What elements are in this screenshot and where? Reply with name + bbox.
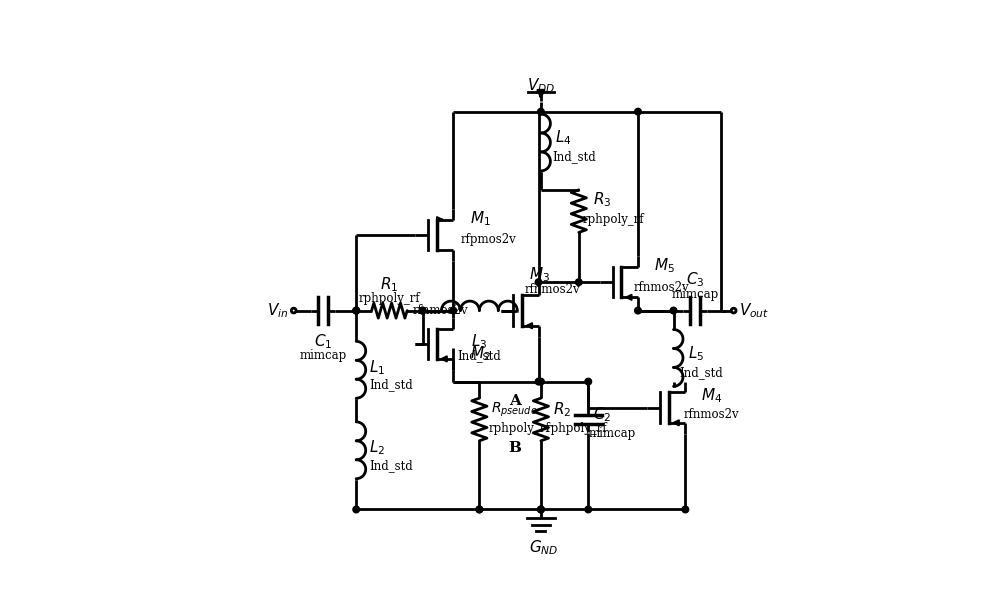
Text: $L_5$: $L_5$ — [688, 344, 704, 363]
Circle shape — [450, 308, 457, 314]
Text: rfnmos2v: rfnmos2v — [633, 281, 689, 295]
Text: mimcap: mimcap — [671, 287, 718, 301]
Text: rphpoly_rf: rphpoly_rf — [583, 213, 644, 226]
Text: $M_3$: $M_3$ — [529, 266, 550, 284]
Circle shape — [535, 378, 542, 385]
Circle shape — [670, 308, 677, 314]
Text: $R_{pseudo}$: $R_{pseudo}$ — [491, 401, 538, 419]
Circle shape — [419, 308, 426, 314]
Text: rfpmos2v: rfpmos2v — [460, 233, 516, 246]
Text: mimcap: mimcap — [299, 349, 347, 362]
Text: $R_1$: $R_1$ — [380, 275, 399, 294]
Text: $V_{out}$: $V_{out}$ — [739, 301, 769, 320]
Text: $R_2$: $R_2$ — [553, 400, 571, 419]
Text: $C_1$: $C_1$ — [314, 332, 332, 351]
Text: rfnmos2v: rfnmos2v — [684, 408, 740, 421]
Text: $M_1$: $M_1$ — [470, 209, 491, 228]
Circle shape — [538, 378, 544, 385]
Text: $G_{ND}$: $G_{ND}$ — [529, 538, 558, 557]
Circle shape — [353, 506, 360, 513]
Text: Ind_std: Ind_std — [369, 459, 413, 472]
Text: $C_2$: $C_2$ — [593, 405, 611, 424]
Circle shape — [538, 506, 544, 513]
Circle shape — [585, 506, 592, 513]
Text: rphpoly_rf: rphpoly_rf — [546, 423, 607, 435]
Circle shape — [419, 308, 426, 314]
Text: Ind_std: Ind_std — [553, 150, 597, 163]
Text: mimcap: mimcap — [588, 427, 636, 440]
Text: $V_{DD}$: $V_{DD}$ — [527, 76, 555, 95]
Circle shape — [635, 108, 641, 115]
Text: $M_5$: $M_5$ — [654, 256, 675, 275]
Circle shape — [353, 308, 360, 314]
Text: Ind_std: Ind_std — [457, 349, 501, 362]
Text: $M_4$: $M_4$ — [701, 386, 722, 405]
Circle shape — [291, 308, 296, 313]
Circle shape — [538, 506, 544, 513]
Text: $L_3$: $L_3$ — [471, 332, 488, 351]
Circle shape — [476, 506, 483, 513]
Text: $L_1$: $L_1$ — [369, 358, 386, 377]
Text: $L_4$: $L_4$ — [555, 129, 572, 147]
Circle shape — [575, 279, 582, 285]
Text: rphpoly_rf: rphpoly_rf — [489, 423, 550, 435]
Text: $L_2$: $L_2$ — [369, 438, 386, 458]
Circle shape — [535, 279, 542, 285]
Text: $V_{in}$: $V_{in}$ — [267, 301, 289, 320]
Circle shape — [731, 308, 736, 313]
Text: rphpoly_rf: rphpoly_rf — [359, 292, 420, 305]
Text: rfnmos2v: rfnmos2v — [413, 304, 469, 317]
Circle shape — [635, 308, 641, 314]
Text: $C_3$: $C_3$ — [686, 271, 704, 289]
Circle shape — [585, 378, 592, 385]
Circle shape — [682, 506, 689, 513]
Circle shape — [538, 108, 544, 115]
Text: $R_3$: $R_3$ — [593, 190, 611, 208]
Circle shape — [353, 308, 360, 314]
Text: Ind_std: Ind_std — [369, 378, 413, 391]
Circle shape — [476, 506, 483, 513]
Text: Ind_std: Ind_std — [679, 367, 723, 379]
Text: B: B — [508, 441, 521, 455]
Text: A: A — [509, 394, 521, 408]
Text: $M_2$: $M_2$ — [470, 344, 491, 363]
Text: rfnmos2v: rfnmos2v — [524, 283, 580, 296]
